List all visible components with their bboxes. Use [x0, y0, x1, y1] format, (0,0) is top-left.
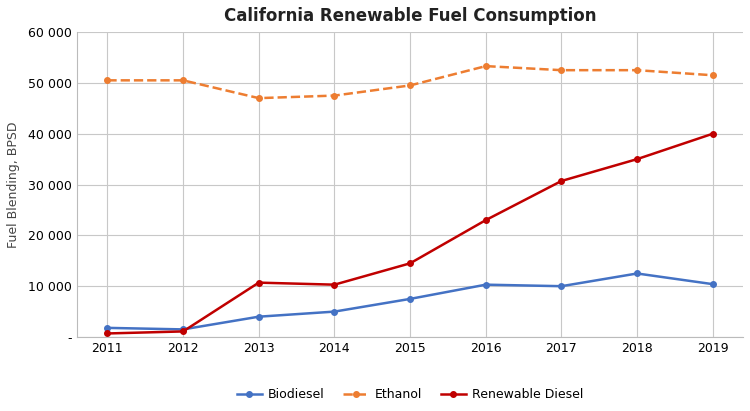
- Renewable Diesel: [708, 131, 717, 136]
- Legend: Biodiesel, Ethanol, Renewable Diesel: Biodiesel, Ethanol, Renewable Diesel: [232, 383, 589, 406]
- Ethanol: [103, 78, 112, 83]
- Renewable Diesel: [406, 261, 415, 266]
- Renewable Diesel: [632, 157, 641, 162]
- Renewable Diesel: [254, 280, 263, 285]
- Biodiesel: [482, 282, 490, 287]
- Ethanol: [557, 68, 566, 73]
- Renewable Diesel: [557, 178, 566, 183]
- Ethanol: [708, 73, 717, 78]
- Ethanol: [406, 83, 415, 88]
- Ethanol: [330, 93, 339, 98]
- Renewable Diesel: [482, 218, 490, 223]
- Renewable Diesel: [330, 282, 339, 287]
- Line: Ethanol: Ethanol: [105, 63, 716, 101]
- Biodiesel: [708, 282, 717, 286]
- Biodiesel: [254, 314, 263, 319]
- Line: Biodiesel: Biodiesel: [105, 271, 716, 332]
- Ethanol: [482, 64, 490, 69]
- Biodiesel: [557, 284, 566, 289]
- Ethanol: [632, 68, 641, 73]
- Biodiesel: [178, 327, 188, 332]
- Biodiesel: [330, 309, 339, 314]
- Biodiesel: [406, 296, 415, 301]
- Biodiesel: [103, 326, 112, 330]
- Line: Renewable Diesel: Renewable Diesel: [105, 131, 716, 336]
- Renewable Diesel: [178, 329, 188, 334]
- Title: California Renewable Fuel Consumption: California Renewable Fuel Consumption: [224, 7, 596, 25]
- Biodiesel: [632, 271, 641, 276]
- Ethanol: [178, 78, 188, 83]
- Renewable Diesel: [103, 331, 112, 336]
- Ethanol: [254, 96, 263, 101]
- Y-axis label: Fuel Blending, BPSD: Fuel Blending, BPSD: [7, 121, 20, 248]
